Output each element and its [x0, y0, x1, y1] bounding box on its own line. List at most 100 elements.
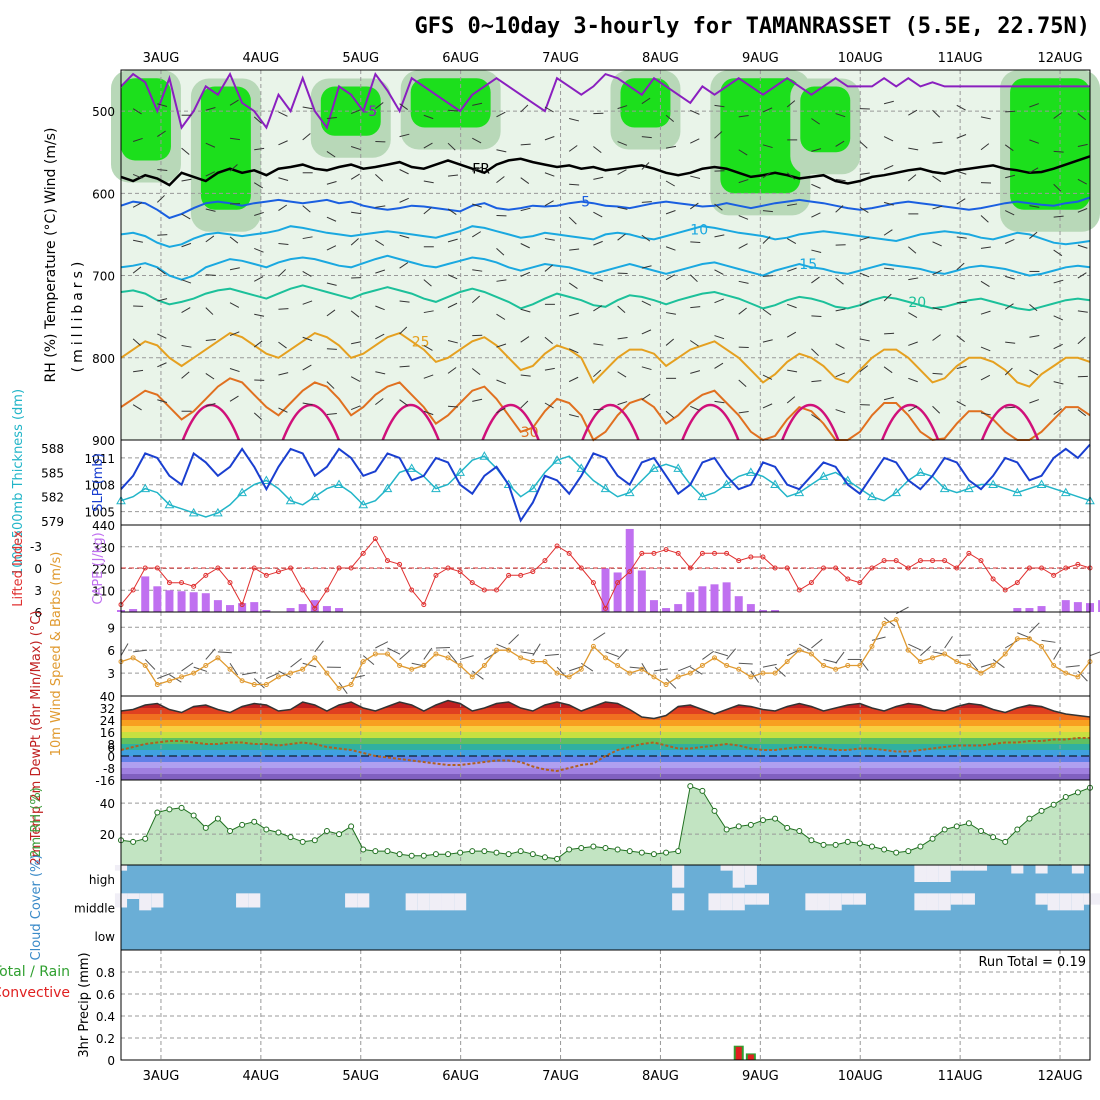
- wind-barb: [302, 236, 313, 240]
- lifted-index-point: [857, 580, 863, 586]
- wind-barb: [447, 238, 458, 243]
- wind-barb: [448, 405, 459, 408]
- wind-barb: [544, 653, 559, 657]
- cape-bar: [1098, 600, 1100, 612]
- wind-barb: [254, 147, 265, 151]
- cape-bar: [686, 592, 695, 612]
- cloud-axis-label: Cloud Cover (%): [29, 855, 44, 961]
- wind-barb: [1005, 238, 1015, 244]
- wind-barb: [447, 367, 457, 374]
- wind-speed-point: [433, 651, 439, 657]
- wind-barb: [375, 641, 389, 649]
- temp-tick-label: -8: [103, 762, 115, 776]
- wind-barb: [447, 174, 459, 177]
- thickness-point: [1012, 487, 1023, 497]
- date-label-bottom: 6AUG: [442, 1069, 479, 1084]
- rh-point: [336, 831, 343, 838]
- cloud-gap-cell: [429, 893, 442, 911]
- wind-barb: [714, 269, 724, 275]
- cloud-gap-cell: [672, 893, 685, 911]
- thickness-point: [527, 483, 538, 493]
- slp-tick-label: 1008: [84, 479, 115, 493]
- temp-axis-label-text: 2m Temp 2m DewPt (6hr Min/Max) (°C): [29, 611, 44, 866]
- cape-tick-label: 110: [92, 584, 115, 598]
- wind-barb: [326, 150, 336, 158]
- wind-barb: [254, 313, 265, 317]
- rh-axis-label: 2m RH (%): [29, 787, 44, 858]
- cloud-gap-cell: [1035, 865, 1048, 874]
- temperature-band: [121, 762, 1090, 768]
- wind-barb: [835, 372, 846, 378]
- rh-point: [772, 815, 779, 822]
- date-label-bottom: 12AUG: [1038, 1069, 1083, 1084]
- wind-speed-point: [397, 662, 403, 668]
- wind-barb: [762, 171, 772, 179]
- wind-barb: [387, 647, 401, 655]
- wind-barb: [956, 236, 967, 239]
- wind-barb: [641, 393, 651, 401]
- lifted-index-point: [1014, 580, 1020, 586]
- wind-barb: [471, 231, 482, 238]
- thickness-point: [624, 487, 635, 497]
- wind-barb: [811, 183, 821, 189]
- wind-barb: [1029, 139, 1040, 144]
- wind-barb: [884, 332, 895, 335]
- wind-barb: [641, 329, 652, 335]
- wind-speed-point: [506, 647, 512, 653]
- wind-barb: [375, 398, 384, 406]
- wind-barb: [932, 334, 941, 341]
- wind-barb: [665, 145, 676, 149]
- wind-barb: [907, 246, 917, 254]
- wind-barb: [1041, 639, 1056, 643]
- wind-barb: [133, 649, 148, 653]
- rh-point: [796, 828, 803, 834]
- thickness-point: [915, 467, 926, 476]
- pressure-axis-title-text: (millibars): [70, 258, 86, 373]
- wind-barb: [1053, 343, 1063, 350]
- thickness-point: [745, 467, 756, 476]
- wind-barb: [690, 340, 699, 347]
- cloud-gap-cell: [817, 893, 830, 911]
- wind-barb: [133, 239, 143, 243]
- hot-contour: [481, 404, 540, 441]
- lifted-index-point: [493, 587, 499, 593]
- rh-point: [1002, 838, 1009, 845]
- lifted-index-point: [469, 580, 475, 586]
- cape-bar: [734, 596, 743, 612]
- rh-point: [190, 812, 197, 819]
- lifted-index-point: [457, 569, 463, 575]
- rh-panel: 20 40 2m RH (%): [29, 780, 1093, 865]
- wind-barb: [907, 174, 917, 182]
- cloud-gap-cell: [1047, 893, 1060, 911]
- thickness-point: [794, 487, 805, 497]
- wind-barb: [375, 239, 385, 246]
- rh-point: [275, 829, 282, 836]
- wind-barb: [774, 666, 786, 677]
- rh-point: [614, 846, 621, 853]
- wind-barb: [811, 276, 820, 284]
- rh-point: [360, 846, 367, 853]
- rh-point: [432, 851, 439, 858]
- rh-tick-label: 40: [100, 797, 115, 811]
- wind-barb: [375, 333, 385, 340]
- wind-barb: [229, 137, 240, 141]
- rh-point: [227, 828, 234, 834]
- wind-speed-point: [1075, 674, 1081, 680]
- lifted-index-point: [760, 554, 766, 560]
- wind-speed-point: [142, 662, 148, 668]
- wind-barb: [593, 632, 606, 641]
- wind-barb: [932, 141, 943, 144]
- wind-speed-point: [288, 670, 294, 676]
- wind-barb: [980, 346, 991, 352]
- wind-barb: [326, 412, 337, 416]
- lifted-index-point: [215, 565, 221, 571]
- rh-point: [1014, 826, 1021, 833]
- wind-barb: [326, 116, 337, 120]
- lifted-index-tick-label: -3: [30, 540, 42, 554]
- wind-barb: [811, 118, 820, 125]
- temperature-band: [121, 750, 1090, 756]
- temp-line: [120, 699, 1091, 720]
- wind-barb: [496, 313, 506, 320]
- wind-barb: [423, 345, 433, 351]
- wind-barb: [229, 663, 239, 676]
